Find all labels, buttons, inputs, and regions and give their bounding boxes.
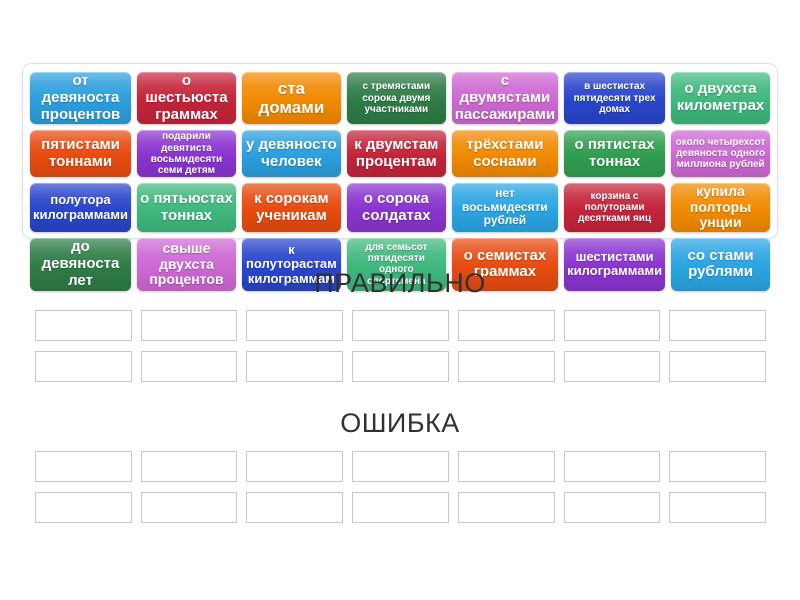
word-tile[interactable]: нет восьмидесяти рублей bbox=[451, 183, 559, 233]
word-tile[interactable]: пятистами тоннами bbox=[30, 130, 132, 178]
answer-slot[interactable] bbox=[352, 492, 449, 523]
answer-slot[interactable] bbox=[563, 492, 661, 523]
word-tile-label: трёхстами соснами bbox=[466, 135, 544, 170]
word-tile-label: к сорокам ученикам bbox=[254, 189, 329, 224]
word-tile-label: с двумястами пассажирами bbox=[454, 72, 556, 123]
answer-slot[interactable] bbox=[140, 310, 238, 341]
word-tile-label: о двухста километрах bbox=[676, 80, 765, 115]
word-tile-label: ста домами bbox=[258, 79, 325, 118]
word-tile-label: о шестьюста граммах bbox=[145, 72, 228, 123]
word-tile[interactable]: для семьсот пятидесяти одного спортсмена bbox=[346, 238, 446, 291]
word-tile[interactable]: с тремястами сорока двумя участниками bbox=[346, 72, 446, 125]
word-tile[interactable]: в шестистах пятидесяти трех домах bbox=[564, 72, 666, 125]
word-tile[interactable]: около четырехсот девяноста одного миллио… bbox=[671, 130, 770, 178]
word-tile-label: о пятистах тоннах bbox=[574, 135, 655, 170]
answer-slot[interactable] bbox=[457, 492, 555, 523]
word-tile[interactable]: к сорокам ученикам bbox=[241, 183, 341, 233]
group-title-correct: ПРАВИЛЬНО bbox=[314, 268, 486, 298]
word-tile-label: пятистами тоннами bbox=[41, 135, 120, 170]
word-tile[interactable]: к полуторастам килограммам bbox=[241, 238, 341, 291]
word-tile-label: в шестистах пятидесяти трех домах bbox=[573, 81, 656, 115]
word-tile[interactable]: корзина с полуторами десятками яиц bbox=[564, 183, 666, 233]
word-tile[interactable]: о пятьюстах тоннах bbox=[137, 183, 236, 233]
word-tile[interactable]: ста домами bbox=[241, 72, 341, 125]
word-tile[interactable]: со стами рублями bbox=[671, 238, 770, 291]
answer-slot[interactable] bbox=[669, 351, 766, 382]
word-tile-label: с тремястами сорока двумя участниками bbox=[362, 81, 431, 115]
answer-slot[interactable] bbox=[457, 351, 555, 382]
answer-slot[interactable] bbox=[246, 451, 344, 482]
word-tile[interactable]: о шестьюста граммах bbox=[137, 72, 236, 125]
word-tile-label: нет восьмидесяти рублей bbox=[462, 186, 548, 228]
word-tile[interactable]: о пятистах тоннах bbox=[564, 130, 666, 178]
word-tile-label: к полуторастам килограммам bbox=[246, 241, 337, 286]
word-bank-grid: от девяноста процентов о шестьюста грамм… bbox=[30, 72, 770, 291]
word-tile-label: о семистах граммах bbox=[463, 246, 547, 281]
answer-slot[interactable] bbox=[563, 310, 661, 341]
word-tile-label: у девяносто человек bbox=[245, 135, 337, 170]
answer-slot[interactable] bbox=[140, 451, 238, 482]
answer-slot[interactable] bbox=[457, 310, 555, 341]
word-tile[interactable]: о сорока солдатах bbox=[346, 183, 446, 233]
answer-slot[interactable] bbox=[140, 492, 238, 523]
word-tile-label: шестистами килограммами bbox=[567, 248, 663, 279]
word-tile-label: от девяноста процентов bbox=[40, 72, 121, 123]
word-tile-label: около четырехсот девяноста одного миллио… bbox=[675, 136, 766, 171]
answer-slot[interactable] bbox=[352, 351, 449, 382]
answer-slot[interactable] bbox=[35, 351, 132, 382]
word-tile[interactable]: о семистах граммах bbox=[451, 238, 559, 291]
answer-slot[interactable] bbox=[246, 351, 344, 382]
answer-slot[interactable] bbox=[246, 492, 344, 523]
word-tile-label: корзина с полуторами десятками яиц bbox=[578, 190, 652, 225]
answer-slot[interactable] bbox=[563, 451, 661, 482]
answer-slot[interactable] bbox=[669, 492, 766, 523]
word-tile-label: о пятьюстах тоннах bbox=[140, 189, 233, 224]
answer-slot[interactable] bbox=[352, 310, 449, 341]
answer-slot[interactable] bbox=[563, 351, 661, 382]
word-tile[interactable]: о двухста километрах bbox=[671, 72, 770, 125]
word-tile-label: купила полторы унции bbox=[689, 183, 752, 231]
group-title-error: ОШИБКА bbox=[340, 408, 460, 438]
word-tile[interactable]: подарили девятиста восьмидесяти семи дет… bbox=[137, 130, 236, 178]
word-tile[interactable]: от девяноста процентов bbox=[30, 72, 132, 125]
answer-slot[interactable] bbox=[35, 492, 132, 523]
word-bank: от девяноста процентов о шестьюста грамм… bbox=[22, 63, 778, 291]
answer-slot[interactable] bbox=[35, 451, 132, 482]
word-tile[interactable]: с двумястами пассажирами bbox=[451, 72, 559, 125]
word-tile[interactable]: к двумстам процентам bbox=[346, 130, 446, 178]
answer-slot[interactable] bbox=[669, 310, 766, 341]
word-tile-label: свыше двухста процентов bbox=[149, 239, 224, 288]
word-tile[interactable]: до девяноста лет bbox=[30, 238, 132, 291]
word-tile[interactable]: у девяносто человек bbox=[241, 130, 341, 178]
word-tile-label: полутора килограммами bbox=[33, 192, 129, 222]
word-tile-label: подарили девятиста восьмидесяти семи дет… bbox=[150, 131, 223, 176]
word-tile-label: до девяноста лет bbox=[41, 238, 120, 289]
word-tile-label: к двумстам процентам bbox=[354, 135, 439, 170]
word-tile-label: о сорока солдатах bbox=[362, 189, 431, 224]
answer-slot[interactable] bbox=[35, 310, 132, 341]
answer-slot[interactable] bbox=[669, 451, 766, 482]
word-tile[interactable]: купила полторы унции bbox=[671, 183, 770, 233]
word-tile-label: со стами рублями bbox=[687, 246, 754, 281]
answer-slot[interactable] bbox=[246, 310, 344, 341]
word-tile[interactable]: свыше двухста процентов bbox=[137, 238, 236, 291]
answer-slots bbox=[35, 451, 766, 523]
answer-slot[interactable] bbox=[352, 451, 449, 482]
word-tile-label: для семьсот пятидесяти одного спортсмена bbox=[365, 241, 428, 287]
answer-slots bbox=[35, 310, 766, 382]
word-tile[interactable]: полутора килограммами bbox=[30, 183, 132, 233]
answer-slot[interactable] bbox=[140, 351, 238, 382]
word-tile[interactable]: трёхстами соснами bbox=[451, 130, 559, 178]
answer-slot[interactable] bbox=[457, 451, 555, 482]
word-tile[interactable]: шестистами килограммами bbox=[564, 238, 666, 291]
